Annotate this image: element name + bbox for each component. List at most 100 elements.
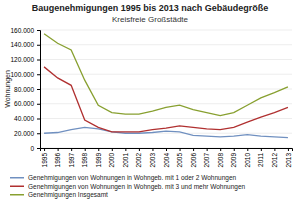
- y-tick: 0: [30, 145, 40, 152]
- x-tick-label: 1995: [41, 153, 48, 168]
- y-tick-label: 0: [30, 145, 34, 152]
- y-tick: 120.000: [11, 56, 41, 63]
- title: Baugenehmigungen 1995 bis 2013 nach Gebä…: [32, 3, 269, 13]
- y-axis-title: Wohnungen: [4, 70, 12, 108]
- legend-swatch: [10, 194, 24, 196]
- x-tick-mark: [112, 148, 113, 151]
- legend: Genehmigungen von Wohnungen in Wohngeb. …: [10, 174, 246, 199]
- x-tick-mark: [166, 148, 167, 151]
- x-tick: 1995: [41, 148, 48, 167]
- x-tick-mark: [152, 148, 153, 151]
- x-tick-mark: [193, 148, 194, 151]
- x-tick-label: 1997: [68, 153, 75, 168]
- y-tick-label: 140.000: [11, 41, 35, 48]
- y-tick-label: 80.000: [14, 86, 34, 93]
- x-tick-label: 2008: [217, 153, 224, 168]
- x-tick: 1999: [95, 148, 102, 167]
- x-tick-mark: [125, 148, 126, 151]
- y-tick: 40.000: [14, 115, 40, 122]
- x-tick: 2006: [190, 148, 197, 167]
- x-tick: 2000: [108, 148, 115, 167]
- x-tick-mark: [44, 148, 45, 151]
- series-line: [44, 67, 288, 132]
- x-tick: 2007: [203, 148, 210, 167]
- x-tick: 2003: [149, 148, 156, 167]
- y-tick-mark: [37, 89, 40, 90]
- x-tick-label: 2011: [257, 153, 264, 167]
- x-tick-label: 2010: [244, 153, 251, 168]
- x-tick-label: 2012: [271, 153, 278, 168]
- x-tick-mark: [288, 148, 289, 151]
- y-tick-label: 120.000: [11, 56, 35, 63]
- x-tick-label: 1998: [81, 153, 88, 168]
- x-tick-mark: [274, 148, 275, 151]
- x-tick: 2008: [217, 148, 224, 167]
- y-tick: 100.000: [11, 71, 41, 78]
- y-tick-label: 160.000: [11, 27, 35, 34]
- x-tick: 2005: [176, 148, 183, 167]
- legend-label: Genehmigungen Insgesamt: [28, 191, 108, 199]
- y-tick-mark: [37, 104, 40, 105]
- grid-line: [40, 118, 292, 119]
- x-tick-label: 2003: [149, 153, 156, 168]
- y-tick: 60.000: [14, 100, 40, 107]
- x-tick-label: 2007: [203, 153, 210, 168]
- legend-item: Genehmigungen von Wohnungen in Wohngeb. …: [10, 174, 237, 182]
- x-tick-mark: [261, 148, 262, 151]
- x-tick: 2013: [285, 148, 292, 167]
- x-tick-mark: [71, 148, 72, 151]
- x-tick-label: 2000: [108, 153, 115, 168]
- y-tick-mark: [37, 60, 40, 61]
- grid: [40, 30, 292, 148]
- series-line: [44, 34, 288, 116]
- subtitle: Kreisfreie Großstädte: [112, 15, 189, 24]
- x-tick-label: 2004: [163, 153, 170, 168]
- y-tick-mark: [37, 74, 40, 75]
- x-tick-mark: [220, 148, 221, 151]
- legend-item: Genehmigungen von Wohnungen in Wohngeb. …: [10, 183, 246, 191]
- x-tick-label: 2005: [176, 153, 183, 168]
- y-axis-line: [37, 31, 41, 149]
- grid-line: [40, 89, 292, 90]
- grid-line: [40, 74, 292, 75]
- y-tick-mark: [37, 148, 40, 149]
- x-tick-label: 2001: [122, 153, 129, 168]
- y-tick: 160.000: [11, 27, 41, 34]
- x-tick-mark: [207, 148, 208, 151]
- y-tick-label: 60.000: [14, 100, 34, 107]
- y-tick-mark: [37, 119, 40, 120]
- x-tick: 2002: [135, 148, 142, 167]
- legend-item: Genehmigungen Insgesamt: [10, 191, 108, 199]
- x-tick-mark: [234, 148, 235, 151]
- y-tick-mark: [37, 133, 40, 134]
- x-axis-line: [41, 149, 293, 152]
- x-tick: 2011: [257, 148, 264, 167]
- y-tick-mark: [37, 45, 40, 46]
- y-axis: 020.00040.00060.00080.000100.000120.0001…: [11, 27, 41, 152]
- x-tick: 1997: [68, 148, 75, 167]
- x-tick-mark: [247, 148, 248, 151]
- y-tick: 80.000: [14, 86, 40, 93]
- x-tick-label: 1999: [95, 153, 102, 168]
- x-tick-mark: [58, 148, 59, 151]
- chart: Baugenehmigungen 1995 bis 2013 nach Gebä…: [0, 0, 300, 200]
- y-tick-mark: [37, 30, 40, 31]
- x-tick-label: 2006: [190, 153, 197, 168]
- x-tick: 2004: [163, 148, 170, 167]
- grid-line: [40, 44, 292, 45]
- x-tick: 2001: [122, 148, 129, 167]
- grid-line: [40, 59, 292, 60]
- x-axis: 1995199619971998199920002001200220032004…: [41, 148, 293, 167]
- legend-label: Genehmigungen von Wohnungen in Wohngeb. …: [28, 183, 246, 191]
- legend-label: Genehmigungen von Wohnungen in Wohngeb. …: [28, 174, 237, 182]
- legend-swatch: [10, 186, 24, 188]
- plot-lines: [44, 34, 288, 138]
- x-tick-label: 2002: [135, 153, 142, 168]
- x-tick-label: 2013: [285, 153, 292, 168]
- legend-swatch: [10, 177, 24, 179]
- grid-line: [40, 30, 292, 31]
- grid-line: [40, 133, 292, 134]
- x-tick: 2012: [271, 148, 278, 167]
- x-tick: 2010: [244, 148, 251, 167]
- x-tick-mark: [139, 148, 140, 151]
